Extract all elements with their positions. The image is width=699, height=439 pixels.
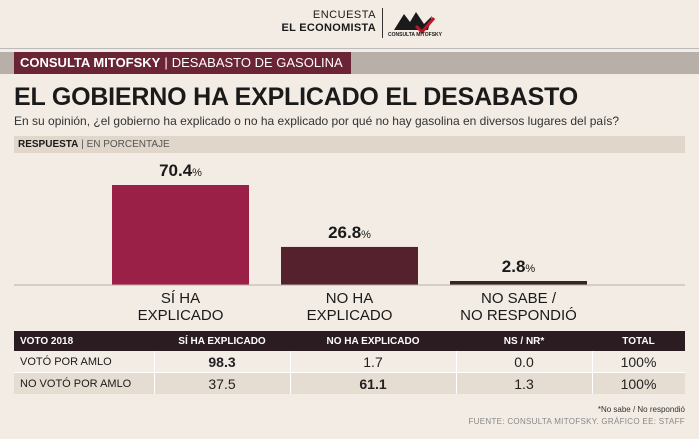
data-label: 70.4% — [159, 161, 202, 180]
bar — [281, 246, 418, 285]
table-header-total: TOTAL — [622, 335, 655, 347]
bar — [112, 185, 249, 285]
bar — [450, 281, 587, 285]
cell-total: 100% — [620, 375, 657, 392]
section-separator: | — [164, 55, 168, 70]
category-label: NO SABE / — [481, 290, 557, 307]
table-header-no: NO HA EXPLICADO — [326, 335, 420, 347]
header-rule — [0, 48, 699, 49]
logo-text: CONSULTA MITOFSKY — [388, 32, 442, 38]
table-header-nsnr: NS / NR* — [503, 335, 545, 347]
cell-no: 61.1 — [359, 375, 387, 392]
cell-yes: 98.3 — [208, 353, 236, 370]
column-divider — [456, 373, 457, 394]
header: ENCUESTA EL ECONOMISTA CONSULTA MITOFSKY — [0, 0, 699, 48]
cell-nsnr: 0.0 — [514, 353, 534, 370]
column-divider — [290, 351, 291, 372]
cell-yes: 37.5 — [208, 375, 236, 392]
mitofsky-logo-icon — [394, 12, 436, 35]
category-label: NO HA — [326, 290, 374, 307]
cell-total: 100% — [620, 353, 657, 370]
page-title: EL GOBIERNO HA EXPLICADO EL DESABASTO — [14, 83, 578, 111]
publication-brand: ENCUESTA EL ECONOMISTA — [281, 9, 376, 35]
cell-nsnr: 1.3 — [514, 375, 534, 392]
category-label: NO RESPONDIÓ — [460, 307, 577, 324]
category-label: SÍ HA — [161, 290, 200, 307]
data-label: 2.8% — [502, 257, 536, 276]
table-header-row: VOTO 2018 SÍ HA EXPLICADO NO HA EXPLICAD… — [14, 331, 685, 351]
table-row: NO VOTÓ POR AMLO 37.5 61.1 1.3 100% — [14, 373, 685, 394]
category-label: EXPLICADO — [138, 307, 224, 324]
footnote: *No sabe / No respondió — [597, 405, 685, 414]
response-label: RESPUESTA — [18, 139, 79, 150]
vote-table: VOTO 2018 SÍ HA EXPLICADO NO HA EXPLICAD… — [14, 331, 685, 394]
page-subtitle: En su opinión, ¿el gobierno ha explicado… — [14, 114, 620, 128]
column-divider — [154, 373, 155, 394]
brand-line2: EL ECONOMISTA — [281, 22, 376, 34]
column-divider — [290, 373, 291, 394]
source-credit: FUENTE: CONSULTA MITOFSKY. GRÁFICO EE: S… — [468, 417, 685, 426]
column-divider — [592, 373, 593, 394]
column-divider — [154, 351, 155, 372]
response-unit: EN PORCENTAJE — [86, 139, 170, 150]
response-separator: | — [81, 139, 84, 150]
column-divider — [592, 351, 593, 372]
response-label-bar: RESPUESTA | EN PORCENTAJE — [14, 136, 685, 153]
bar-chart: 70.4% SÍ HA EXPLICADO 26.8% NO HA EXPLICADO 2.… — [0, 155, 699, 330]
table-header-vote: VOTO 2018 — [20, 335, 74, 347]
brand-divider — [382, 8, 383, 38]
cell-no: 1.7 — [363, 353, 383, 370]
row-label: NO VOTÓ POR AMLO — [20, 377, 132, 390]
data-label: 26.8% — [328, 223, 371, 242]
category-label: EXPLICADO — [307, 307, 393, 324]
row-label: VOTÓ POR AMLO — [20, 355, 112, 368]
section-topic: DESABASTO DE GASOLINA — [171, 55, 343, 70]
section-source: CONSULTA MITOFSKY — [20, 55, 161, 70]
table-header-yes: SÍ HA EXPLICADO — [178, 335, 266, 347]
brand-line1: ENCUESTA — [312, 9, 376, 21]
table-row: VOTÓ POR AMLO 98.3 1.7 0.0 100% — [14, 351, 685, 373]
column-divider — [456, 351, 457, 372]
section-tag: CONSULTA MITOFSKY | DESABASTO DE GASOLINA — [14, 52, 351, 74]
